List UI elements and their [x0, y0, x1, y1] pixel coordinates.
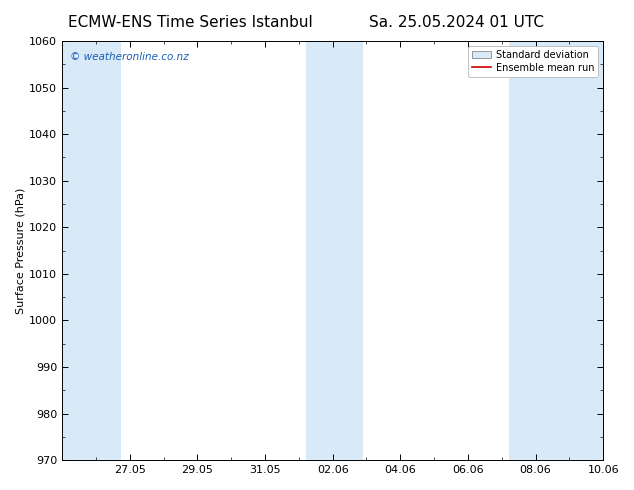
Bar: [306, 41, 334, 460]
Y-axis label: Surface Pressure (hPa): Surface Pressure (hPa): [15, 187, 25, 314]
Bar: [91, 41, 121, 460]
Bar: [539, 41, 603, 460]
Legend: Standard deviation, Ensemble mean run: Standard deviation, Ensemble mean run: [468, 46, 598, 76]
Bar: [334, 41, 363, 460]
Text: Sa. 25.05.2024 01 UTC: Sa. 25.05.2024 01 UTC: [369, 15, 544, 30]
Text: © weatheronline.co.nz: © weatheronline.co.nz: [70, 51, 189, 62]
Bar: [62, 41, 91, 460]
Text: ECMW-ENS Time Series Istanbul: ECMW-ENS Time Series Istanbul: [68, 15, 313, 30]
Bar: [508, 41, 539, 460]
